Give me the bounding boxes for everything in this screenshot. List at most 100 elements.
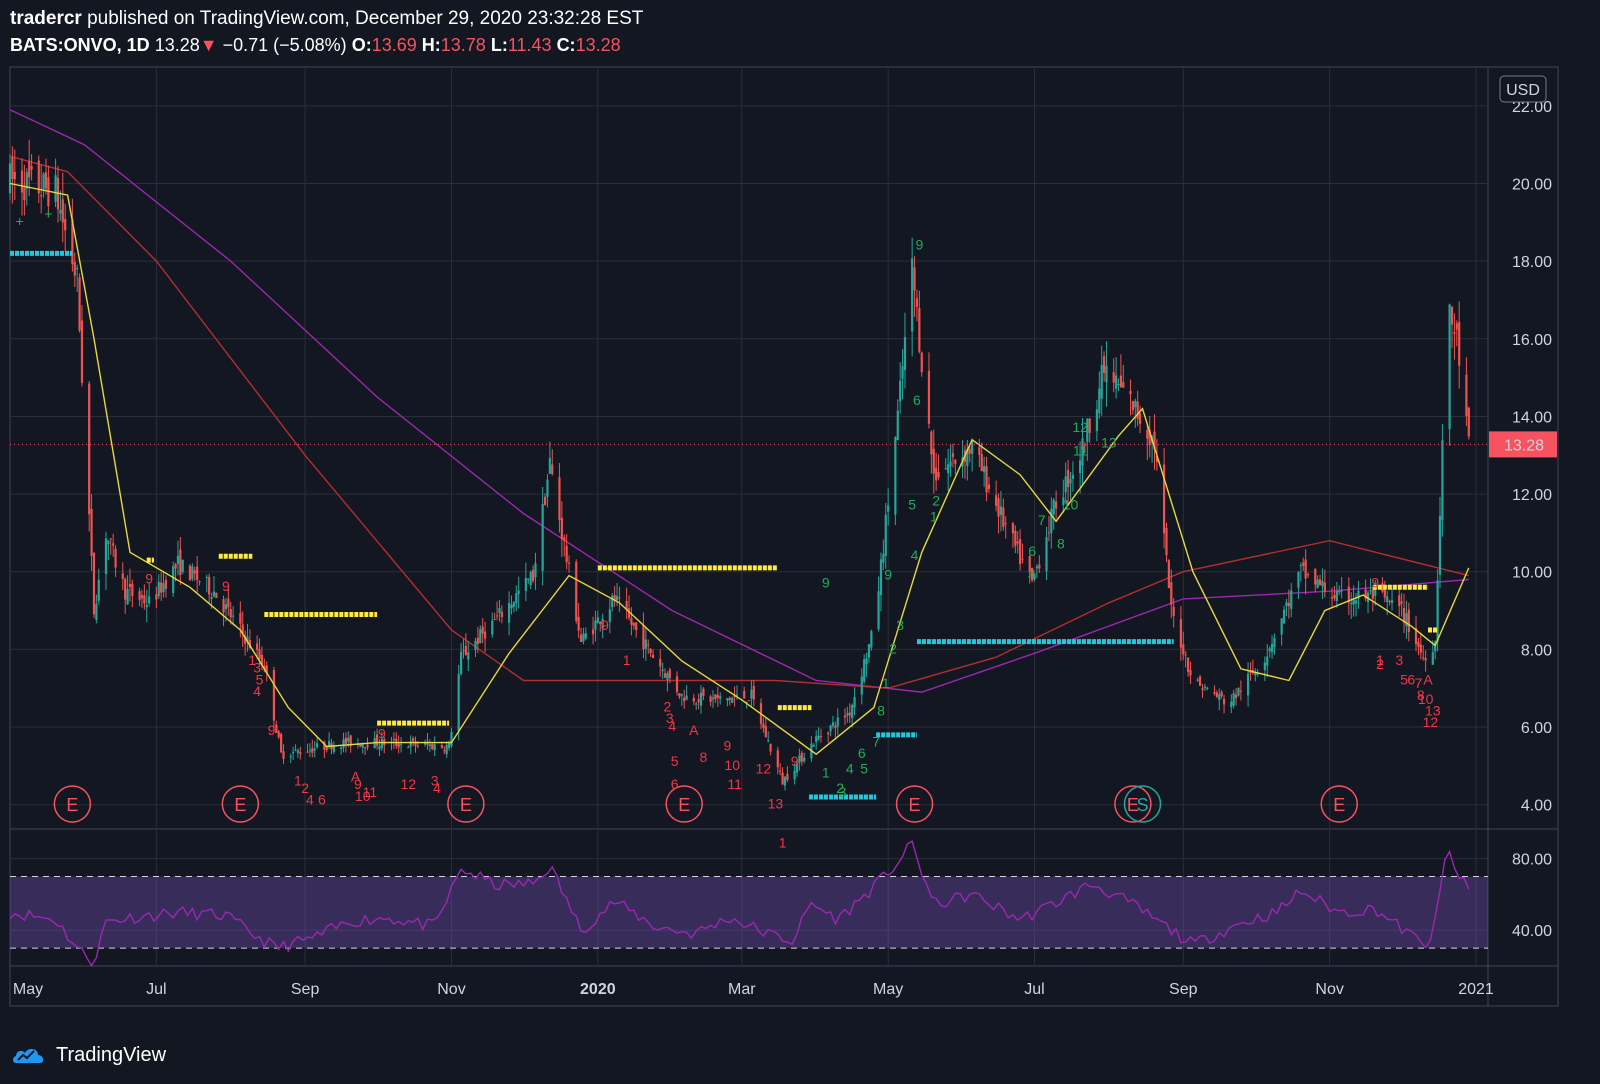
candle[interactable]	[306, 743, 309, 753]
candle[interactable]	[1035, 563, 1039, 579]
candle[interactable]	[579, 627, 583, 643]
candle[interactable]	[611, 592, 614, 612]
candle[interactable]	[313, 741, 316, 758]
candle[interactable]	[414, 736, 417, 753]
candle[interactable]	[280, 732, 283, 754]
candle[interactable]	[1206, 686, 1209, 691]
candle[interactable]	[968, 446, 971, 463]
tradingview-logo-icon[interactable]	[10, 1043, 50, 1067]
candle[interactable]	[198, 580, 201, 586]
candle[interactable]	[246, 623, 249, 652]
candle[interactable]	[608, 598, 611, 634]
candle[interactable]	[160, 572, 163, 601]
candle[interactable]	[630, 607, 633, 636]
candle[interactable]	[860, 668, 863, 705]
candle[interactable]	[1251, 659, 1254, 675]
candle[interactable]	[1033, 573, 1036, 582]
candle[interactable]	[927, 352, 931, 429]
candle[interactable]	[256, 635, 259, 660]
candle[interactable]	[1287, 589, 1290, 619]
candle[interactable]	[1453, 313, 1456, 360]
candle[interactable]	[1335, 582, 1338, 608]
candle[interactable]	[73, 252, 76, 288]
candle[interactable]	[107, 540, 110, 561]
candle[interactable]	[702, 687, 705, 701]
candle[interactable]	[1067, 460, 1070, 505]
candle[interactable]	[947, 448, 950, 491]
candle[interactable]	[1103, 351, 1106, 382]
candle[interactable]	[1172, 598, 1175, 628]
author-name[interactable]: tradercr	[10, 8, 82, 29]
candle[interactable]	[342, 732, 345, 753]
candle[interactable]	[728, 696, 731, 706]
candle[interactable]	[13, 149, 16, 200]
candle[interactable]	[162, 571, 165, 598]
candle[interactable]	[529, 570, 532, 590]
candle[interactable]	[1170, 569, 1173, 619]
candle[interactable]	[1280, 618, 1283, 646]
candle[interactable]	[462, 638, 465, 659]
candle[interactable]	[1419, 632, 1422, 660]
candle[interactable]	[8, 154, 12, 201]
candle[interactable]	[193, 566, 196, 581]
candle[interactable]	[148, 582, 151, 607]
candle[interactable]	[894, 436, 897, 526]
candle[interactable]	[1369, 578, 1372, 595]
candle[interactable]	[659, 649, 662, 677]
candle[interactable]	[1364, 579, 1367, 602]
symbol-label[interactable]: BATS:ONVO, 1D	[10, 35, 150, 55]
candle[interactable]	[332, 741, 336, 754]
candle[interactable]	[515, 585, 518, 612]
candle[interactable]	[867, 643, 871, 664]
candle[interactable]	[1129, 379, 1132, 416]
candle[interactable]	[364, 747, 367, 755]
candle[interactable]	[59, 190, 62, 221]
candle[interactable]	[138, 587, 141, 607]
candle[interactable]	[1105, 341, 1108, 407]
candle[interactable]	[1417, 638, 1420, 656]
candle[interactable]	[1016, 531, 1019, 554]
candle[interactable]	[1055, 490, 1058, 519]
candle[interactable]	[1203, 683, 1206, 692]
candle[interactable]	[1019, 529, 1022, 571]
candle[interactable]	[1340, 576, 1343, 599]
candle[interactable]	[1302, 557, 1305, 571]
candle[interactable]	[196, 555, 199, 593]
earnings-marker[interactable]: E	[53, 785, 92, 823]
candle[interactable]	[1239, 680, 1242, 701]
candle[interactable]	[1402, 593, 1406, 634]
candle[interactable]	[1282, 605, 1286, 624]
candle[interactable]	[882, 539, 885, 571]
candle[interactable]	[23, 164, 26, 216]
candle[interactable]	[1434, 640, 1437, 660]
candle[interactable]	[901, 349, 904, 400]
candle[interactable]	[795, 759, 799, 777]
candle[interactable]	[1237, 687, 1240, 697]
candle[interactable]	[1045, 526, 1048, 581]
candle[interactable]	[1270, 635, 1274, 659]
candle[interactable]	[109, 538, 112, 555]
candle[interactable]	[625, 587, 628, 620]
candle[interactable]	[491, 612, 494, 638]
candle[interactable]	[644, 627, 647, 661]
candle[interactable]	[450, 727, 453, 748]
candle[interactable]	[853, 687, 856, 716]
candle[interactable]	[1297, 571, 1300, 599]
candle[interactable]	[1254, 668, 1257, 682]
candle[interactable]	[1138, 405, 1142, 434]
candle[interactable]	[546, 474, 549, 508]
candle[interactable]	[692, 693, 695, 706]
candle[interactable]	[1220, 690, 1223, 699]
candle[interactable]	[464, 633, 467, 656]
candle[interactable]	[124, 577, 127, 614]
candle[interactable]	[1167, 559, 1170, 589]
candle[interactable]	[495, 601, 499, 621]
candle[interactable]	[1218, 688, 1221, 711]
candle[interactable]	[1316, 575, 1319, 589]
candle[interactable]	[241, 611, 244, 648]
candle[interactable]	[995, 480, 998, 512]
candle[interactable]	[1098, 371, 1101, 419]
candle[interactable]	[498, 599, 501, 622]
candle[interactable]	[131, 579, 134, 608]
candle[interactable]	[699, 685, 703, 714]
